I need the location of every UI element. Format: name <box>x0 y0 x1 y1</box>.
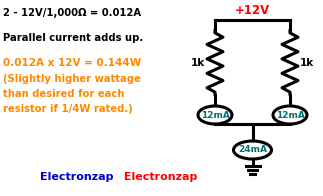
Ellipse shape <box>198 106 232 124</box>
Ellipse shape <box>234 141 272 159</box>
Text: 0.012A x 12V = 0.144W: 0.012A x 12V = 0.144W <box>3 58 141 68</box>
Text: 24mA: 24mA <box>238 145 267 154</box>
Text: +12V: +12V <box>235 4 270 17</box>
Text: resistor if 1/4W rated.): resistor if 1/4W rated.) <box>3 104 133 114</box>
Text: than desired for each: than desired for each <box>3 89 124 99</box>
Text: 2 - 12V/1,000Ω = 0.012A: 2 - 12V/1,000Ω = 0.012A <box>3 8 141 18</box>
Ellipse shape <box>273 106 307 124</box>
Text: 12mA: 12mA <box>276 111 305 120</box>
Text: 1k: 1k <box>300 57 314 67</box>
Text: Parallel current adds up.: Parallel current adds up. <box>3 33 143 43</box>
Text: 1k: 1k <box>191 57 205 67</box>
Text: Electronzap: Electronzap <box>40 172 113 182</box>
Text: (Slightly higher wattage: (Slightly higher wattage <box>3 74 141 84</box>
Text: 12mA: 12mA <box>201 111 229 120</box>
Text: Electronzap: Electronzap <box>120 172 197 182</box>
